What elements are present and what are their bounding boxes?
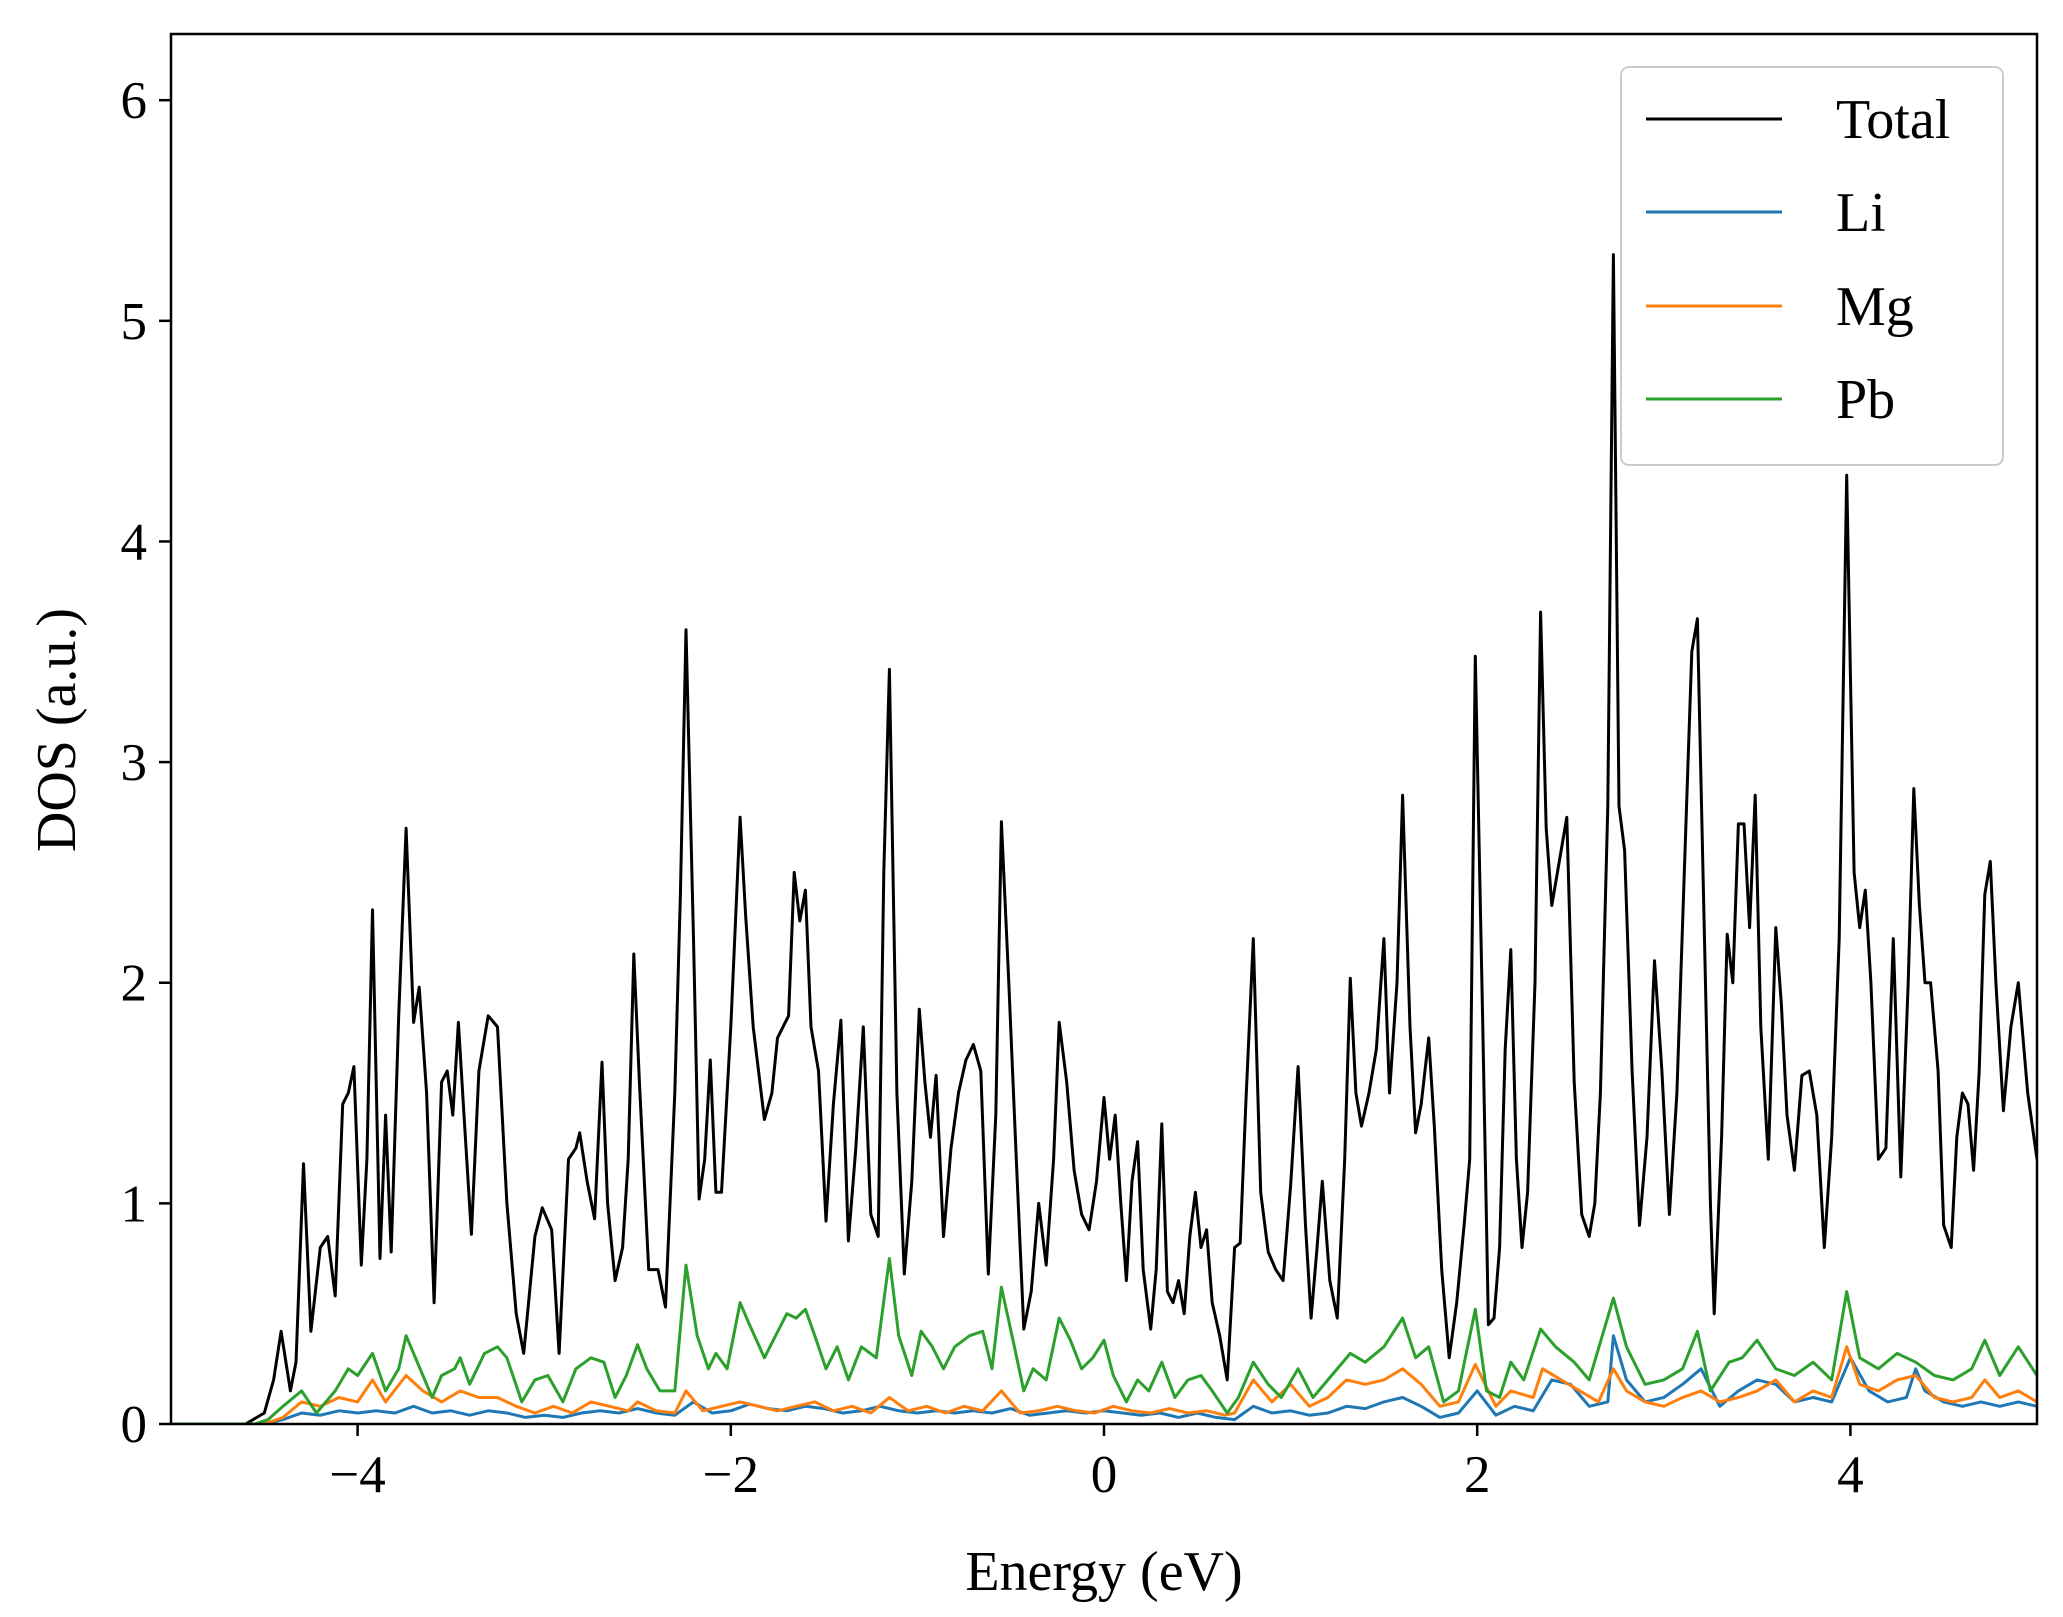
legend-label-mg: Mg (1836, 276, 1914, 338)
y-axis-title: DOS (a.u.) (26, 608, 88, 852)
series-line-total (171, 253, 2037, 1424)
x-tick-label: −2 (703, 1446, 759, 1504)
y-tick-label: 0 (121, 1396, 148, 1454)
series-line-pb (171, 1257, 2037, 1424)
legend-box (1620, 66, 2004, 466)
legend-item-total: Total (1646, 89, 1950, 151)
legend-label-li: Li (1836, 182, 1886, 244)
y-tick-label: 5 (121, 293, 148, 351)
legend-item-pb: Pb (1646, 369, 1895, 431)
x-axis-title: Energy (eV) (965, 1541, 1242, 1603)
legend-label-total: Total (1836, 89, 1950, 151)
legend-item-li: Li (1646, 182, 1886, 244)
series-layer (171, 253, 2037, 1424)
y-tick-label: 6 (121, 72, 148, 130)
x-tick-label: 2 (1464, 1446, 1491, 1504)
y-tick-label: 2 (121, 955, 148, 1013)
x-tick-label: 4 (1837, 1446, 1864, 1504)
series-line-li (171, 1334, 2037, 1424)
legend-item-mg: Mg (1646, 276, 1914, 338)
legend: Total Li Mg Pb (1620, 66, 2004, 466)
y-tick-label: 1 (121, 1175, 148, 1233)
series-line-mg (171, 1345, 2037, 1424)
x-axis: −4 −2 0 2 4 (329, 1424, 1864, 1504)
y-axis: 0 1 2 3 4 5 6 (121, 72, 171, 1454)
y-tick-label: 4 (121, 513, 148, 571)
legend-label-pb: Pb (1836, 369, 1895, 431)
x-tick-label: −4 (329, 1446, 385, 1504)
y-tick-label: 3 (121, 734, 148, 792)
x-tick-label: 0 (1091, 1446, 1118, 1504)
